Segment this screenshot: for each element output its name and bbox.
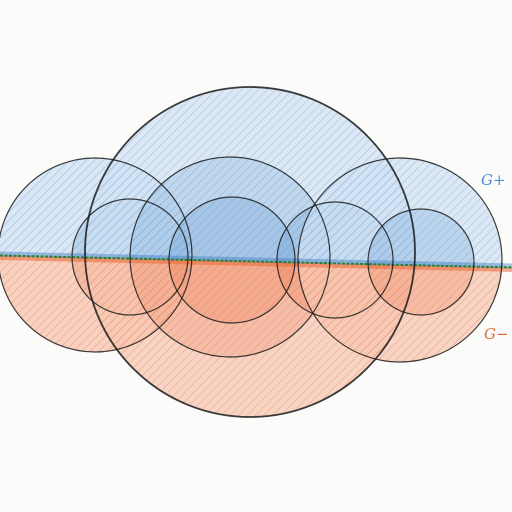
circle-outlines	[0, 86, 503, 418]
circle-outline	[71, 198, 189, 316]
g-minus-label: G−	[484, 325, 509, 343]
circle-outline	[168, 196, 296, 324]
circle-outline	[276, 201, 394, 319]
circle-outline	[129, 156, 331, 358]
circle-outline-large	[84, 86, 416, 418]
g-plus-label: G+	[481, 171, 506, 189]
circle-fill-top	[368, 209, 474, 268]
circle-outline	[367, 208, 475, 316]
circle-outline	[297, 157, 503, 363]
circle-outline	[0, 157, 193, 353]
circle-fill-top	[298, 158, 502, 268]
circle-fill-top	[130, 157, 330, 268]
circle-fill-top	[85, 87, 415, 268]
